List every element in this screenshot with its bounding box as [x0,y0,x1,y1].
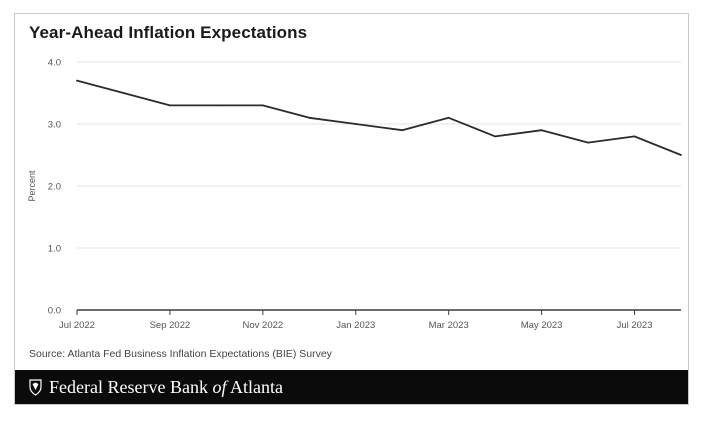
y-tick-label: 2.0 [48,182,61,193]
x-tick-label: Jan 2023 [336,320,375,331]
y-axis-title: Percent [27,170,37,202]
line-chart: 0.0 1.0 2.0 3.0 4.0 Jul 2022 Sep 2022 Nov 2022 J… [27,58,682,331]
data-point [215,104,218,107]
x-tick-label: Jul 2022 [59,320,95,331]
data-point [540,129,543,132]
data-point [261,104,264,107]
y-tick-label: 4.0 [48,58,61,69]
y-tick-label: 3.0 [48,120,61,131]
x-tick-label: May 2023 [521,320,563,331]
x-tick-label: Mar 2023 [429,320,469,331]
series-line [76,79,682,156]
data-point [169,104,171,107]
x-tick-label: Jul 2023 [617,320,653,331]
bank-wordmark: Federal Reserve Bank of Atlanta [49,377,283,397]
data-point [308,116,311,119]
data-point [633,135,636,138]
y-tick-label: 0.0 [48,306,61,317]
data-point [494,135,497,138]
data-point [587,141,589,144]
x-tick-label: Nov 2022 [243,320,284,331]
eagle-seal-icon [29,378,42,396]
source-note: Source: Atlanta Fed Business Inflation E… [29,348,332,360]
data-point [354,123,357,125]
x-tick-label: Sep 2022 [150,320,191,331]
y-tick-label: 1.0 [48,244,61,255]
data-point [401,129,404,132]
chart-card: Year-Ahead Inflation Expectations 0.0 1.0… [14,13,689,405]
data-point [122,92,125,94]
data-point [76,79,78,82]
data-point [447,116,450,119]
footer-banner: Federal Reserve Bank of Atlanta [15,370,688,404]
data-point [680,154,682,156]
chart-title: Year-Ahead Inflation Expectations [29,23,308,42]
